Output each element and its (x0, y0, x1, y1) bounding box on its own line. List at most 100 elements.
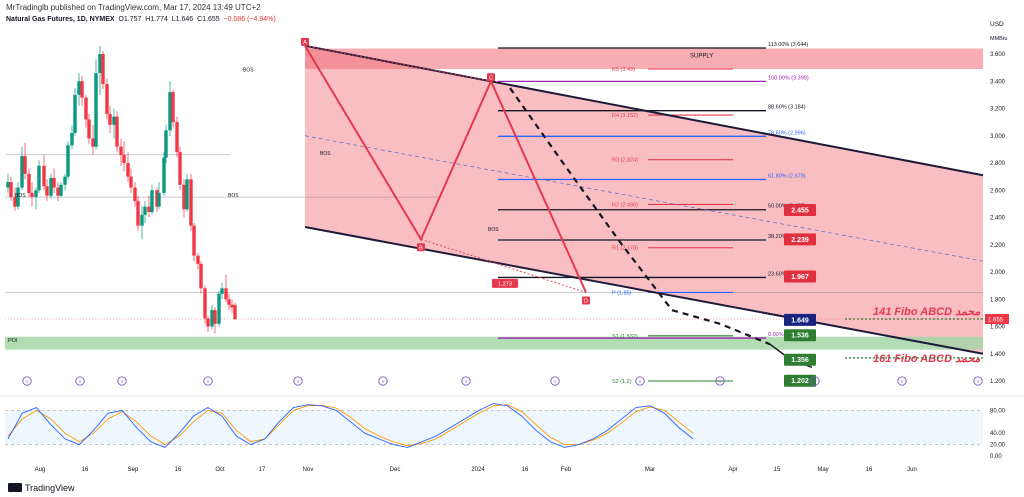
candle-body (70, 133, 74, 146)
pivot-label: R1 (2.178) (612, 246, 638, 252)
x-tick-label: May (817, 467, 828, 473)
candle-body (227, 299, 231, 305)
y-tick-label: 3.000 (990, 134, 1006, 140)
y-tick-label: 3.400 (990, 79, 1006, 85)
fib-level-label: 113.00% (3.644) (768, 42, 808, 48)
candle-body (217, 293, 221, 324)
y-tick-label: 1.600 (990, 325, 1006, 331)
ohlc-high: H1.774 (145, 16, 168, 23)
candle-body (175, 122, 179, 153)
ohlc-close: C1.655 (197, 16, 220, 23)
event-marker-glyph: » (465, 379, 468, 385)
y-tick-label: 2.400 (990, 216, 1006, 222)
event-marker-glyph: » (901, 379, 904, 385)
candle-body (155, 190, 159, 207)
candle-body (34, 190, 38, 198)
event-marker-glyph: » (382, 379, 385, 385)
candle-body (56, 187, 60, 196)
stoch-k-line (7, 403, 694, 448)
event-marker-icon (22, 376, 32, 386)
tradingview-brand: TradingView (8, 483, 75, 493)
price-tag-label: 1.536 (791, 333, 809, 340)
price-tag-box (784, 374, 816, 387)
event-marker-icon (117, 376, 127, 386)
pivot-label: R3 (2.824) (612, 158, 638, 164)
x-tick-label: 16 (866, 467, 873, 473)
event-marker-icon (715, 376, 725, 386)
y-tick-label: 1.800 (990, 297, 1006, 303)
x-tick-label: Mar (645, 467, 655, 473)
publisher-text: MrTradinglb published on TradingView.com… (6, 3, 261, 12)
abcd-point-label: A (303, 40, 307, 46)
candle-body (63, 176, 67, 185)
candle-body (157, 192, 161, 207)
event-marker-glyph: » (719, 379, 722, 385)
candle-body (108, 113, 112, 125)
price-tag-label: 2.239 (791, 237, 809, 244)
candle-body (80, 81, 84, 98)
supply-label: SUPPLY (690, 53, 713, 59)
candle-body (162, 157, 166, 193)
event-marker-glyph: » (639, 379, 642, 385)
pivot-label: R4 (3.152) (612, 113, 638, 119)
candle-body (199, 263, 203, 289)
candle-body (73, 94, 77, 134)
pivot-label: S2 (1.2) (612, 379, 632, 385)
event-marker-icon (75, 376, 85, 386)
drawings-layer: A B C D 1.273 BOS BOS BOS BOS BOS 141 Fibo ABCD مح… (15, 37, 984, 369)
event-marker-glyph: » (207, 379, 210, 385)
y-tick-label: 2.600 (990, 188, 1006, 194)
y-tick-label: 2.000 (990, 270, 1006, 276)
ohlc-low: L1.646 (171, 16, 194, 23)
poi-zone (5, 336, 983, 350)
candle-body (122, 154, 126, 163)
candle-body (185, 179, 189, 210)
event-marker-glyph: » (79, 379, 82, 385)
event-marker-icon (635, 376, 645, 386)
publisher-line: MrTradinglb published on TradingView.com… (6, 3, 261, 12)
event-marker-icon (293, 376, 303, 386)
candle-body (37, 165, 41, 191)
candle-body (171, 92, 175, 123)
price-tag-box (784, 353, 816, 366)
candle-body (210, 310, 214, 327)
brand-text: TradingView (25, 483, 75, 493)
candle-body (84, 97, 88, 120)
y-tick-label: 1.400 (990, 352, 1006, 358)
candle-body (59, 184, 63, 196)
x-tick-label: 16 (175, 467, 182, 473)
candle-body (112, 116, 116, 125)
candle-body (20, 156, 24, 188)
candle-body (143, 206, 147, 215)
abcd-point-label: C (489, 75, 493, 81)
pivot-label: P (1.85) (612, 290, 632, 296)
candle-body (196, 255, 200, 264)
price-tag-box (784, 233, 816, 246)
abcd-value-box (492, 278, 518, 288)
price-tag-label: 1.649 (791, 317, 809, 324)
event-marker-icon (461, 376, 471, 386)
candle-body (91, 138, 95, 147)
channel-mid-line (304, 135, 984, 262)
symbol-line: Natural Gas Futures, 1D, NYMEX O1.757 H1… (6, 16, 276, 23)
x-tick-label: Feb (561, 467, 572, 473)
candle-body (150, 190, 154, 213)
candle-body (192, 225, 196, 256)
x-tick-label: Sep (128, 467, 139, 473)
candle-body (45, 186, 49, 196)
candle-body (140, 214, 144, 226)
abcd-bd-line (420, 238, 587, 293)
price-tags-layer: 2.455 2.239 1.967 1.649 1.536 1.356 1.202 (784, 204, 816, 387)
price-tag-label: 1.967 (791, 274, 809, 281)
candle-body (105, 83, 109, 114)
fibo-abcd-annotation: 161 Fibo ABCD محمد (873, 353, 980, 365)
abcd-point-marker (417, 243, 425, 252)
candle-body (213, 310, 217, 324)
x-tick-label: Nov (303, 467, 314, 473)
x-tick-label: 16 (82, 467, 89, 473)
event-marker-icon (378, 376, 388, 386)
candle-body (129, 176, 133, 188)
candle-body (66, 145, 70, 177)
